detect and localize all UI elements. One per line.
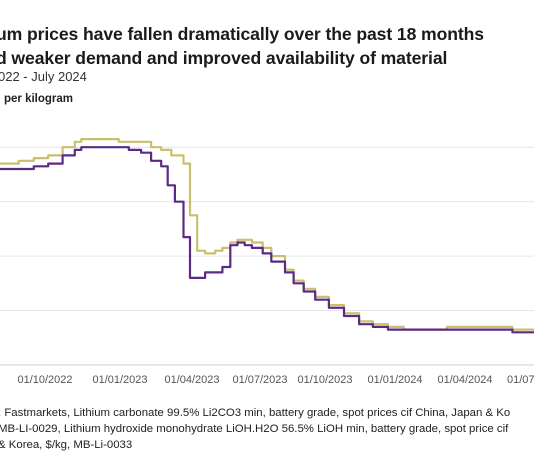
chart-title-line-2: d weaker demand and improved availabilit… — [0, 48, 448, 68]
x-tick-label: 01/10/2022 — [17, 374, 72, 386]
x-tick-label: 01/04/2023 — [164, 374, 219, 386]
gridlines — [0, 146, 534, 312]
x-tick-label: 01/04/2024 — [437, 374, 492, 386]
chart-title-line-1: um prices have fallen dramatically over … — [0, 24, 484, 44]
x-tick-label: 01/10/2023 — [297, 374, 352, 386]
x-tick-label: 01/07/2023 — [232, 374, 287, 386]
x-tick-label: 01/01/2024 — [367, 374, 422, 386]
x-axis-tick-labels: 01/10/2022 01/01/2023 01/04/2023 01/07/2023… — [17, 374, 534, 386]
chart-title: um prices have fallen dramatically over … — [0, 22, 534, 70]
y-axis-unit-label: per kilogram — [4, 93, 74, 105]
source-line-3: & Korea, $/kg, MB-Li-0033 — [0, 439, 133, 451]
series-lines — [0, 138, 534, 334]
carbonate-series-line — [0, 146, 534, 334]
source-note: : Fastmarkets, Lithium carbonate 99.5% L… — [0, 405, 534, 453]
chart-subtitle: 022 - July 2024 — [0, 69, 87, 84]
hydroxide-series-line — [0, 138, 534, 331]
source-line-2: MB-LI-0029, Lithium hydroxide monohydrat… — [0, 423, 509, 435]
source-line-1: : Fastmarkets, Lithium carbonate 99.5% L… — [0, 407, 511, 419]
x-tick-label: 01/07 — [507, 374, 534, 386]
x-tick-label: 01/01/2023 — [92, 374, 147, 386]
